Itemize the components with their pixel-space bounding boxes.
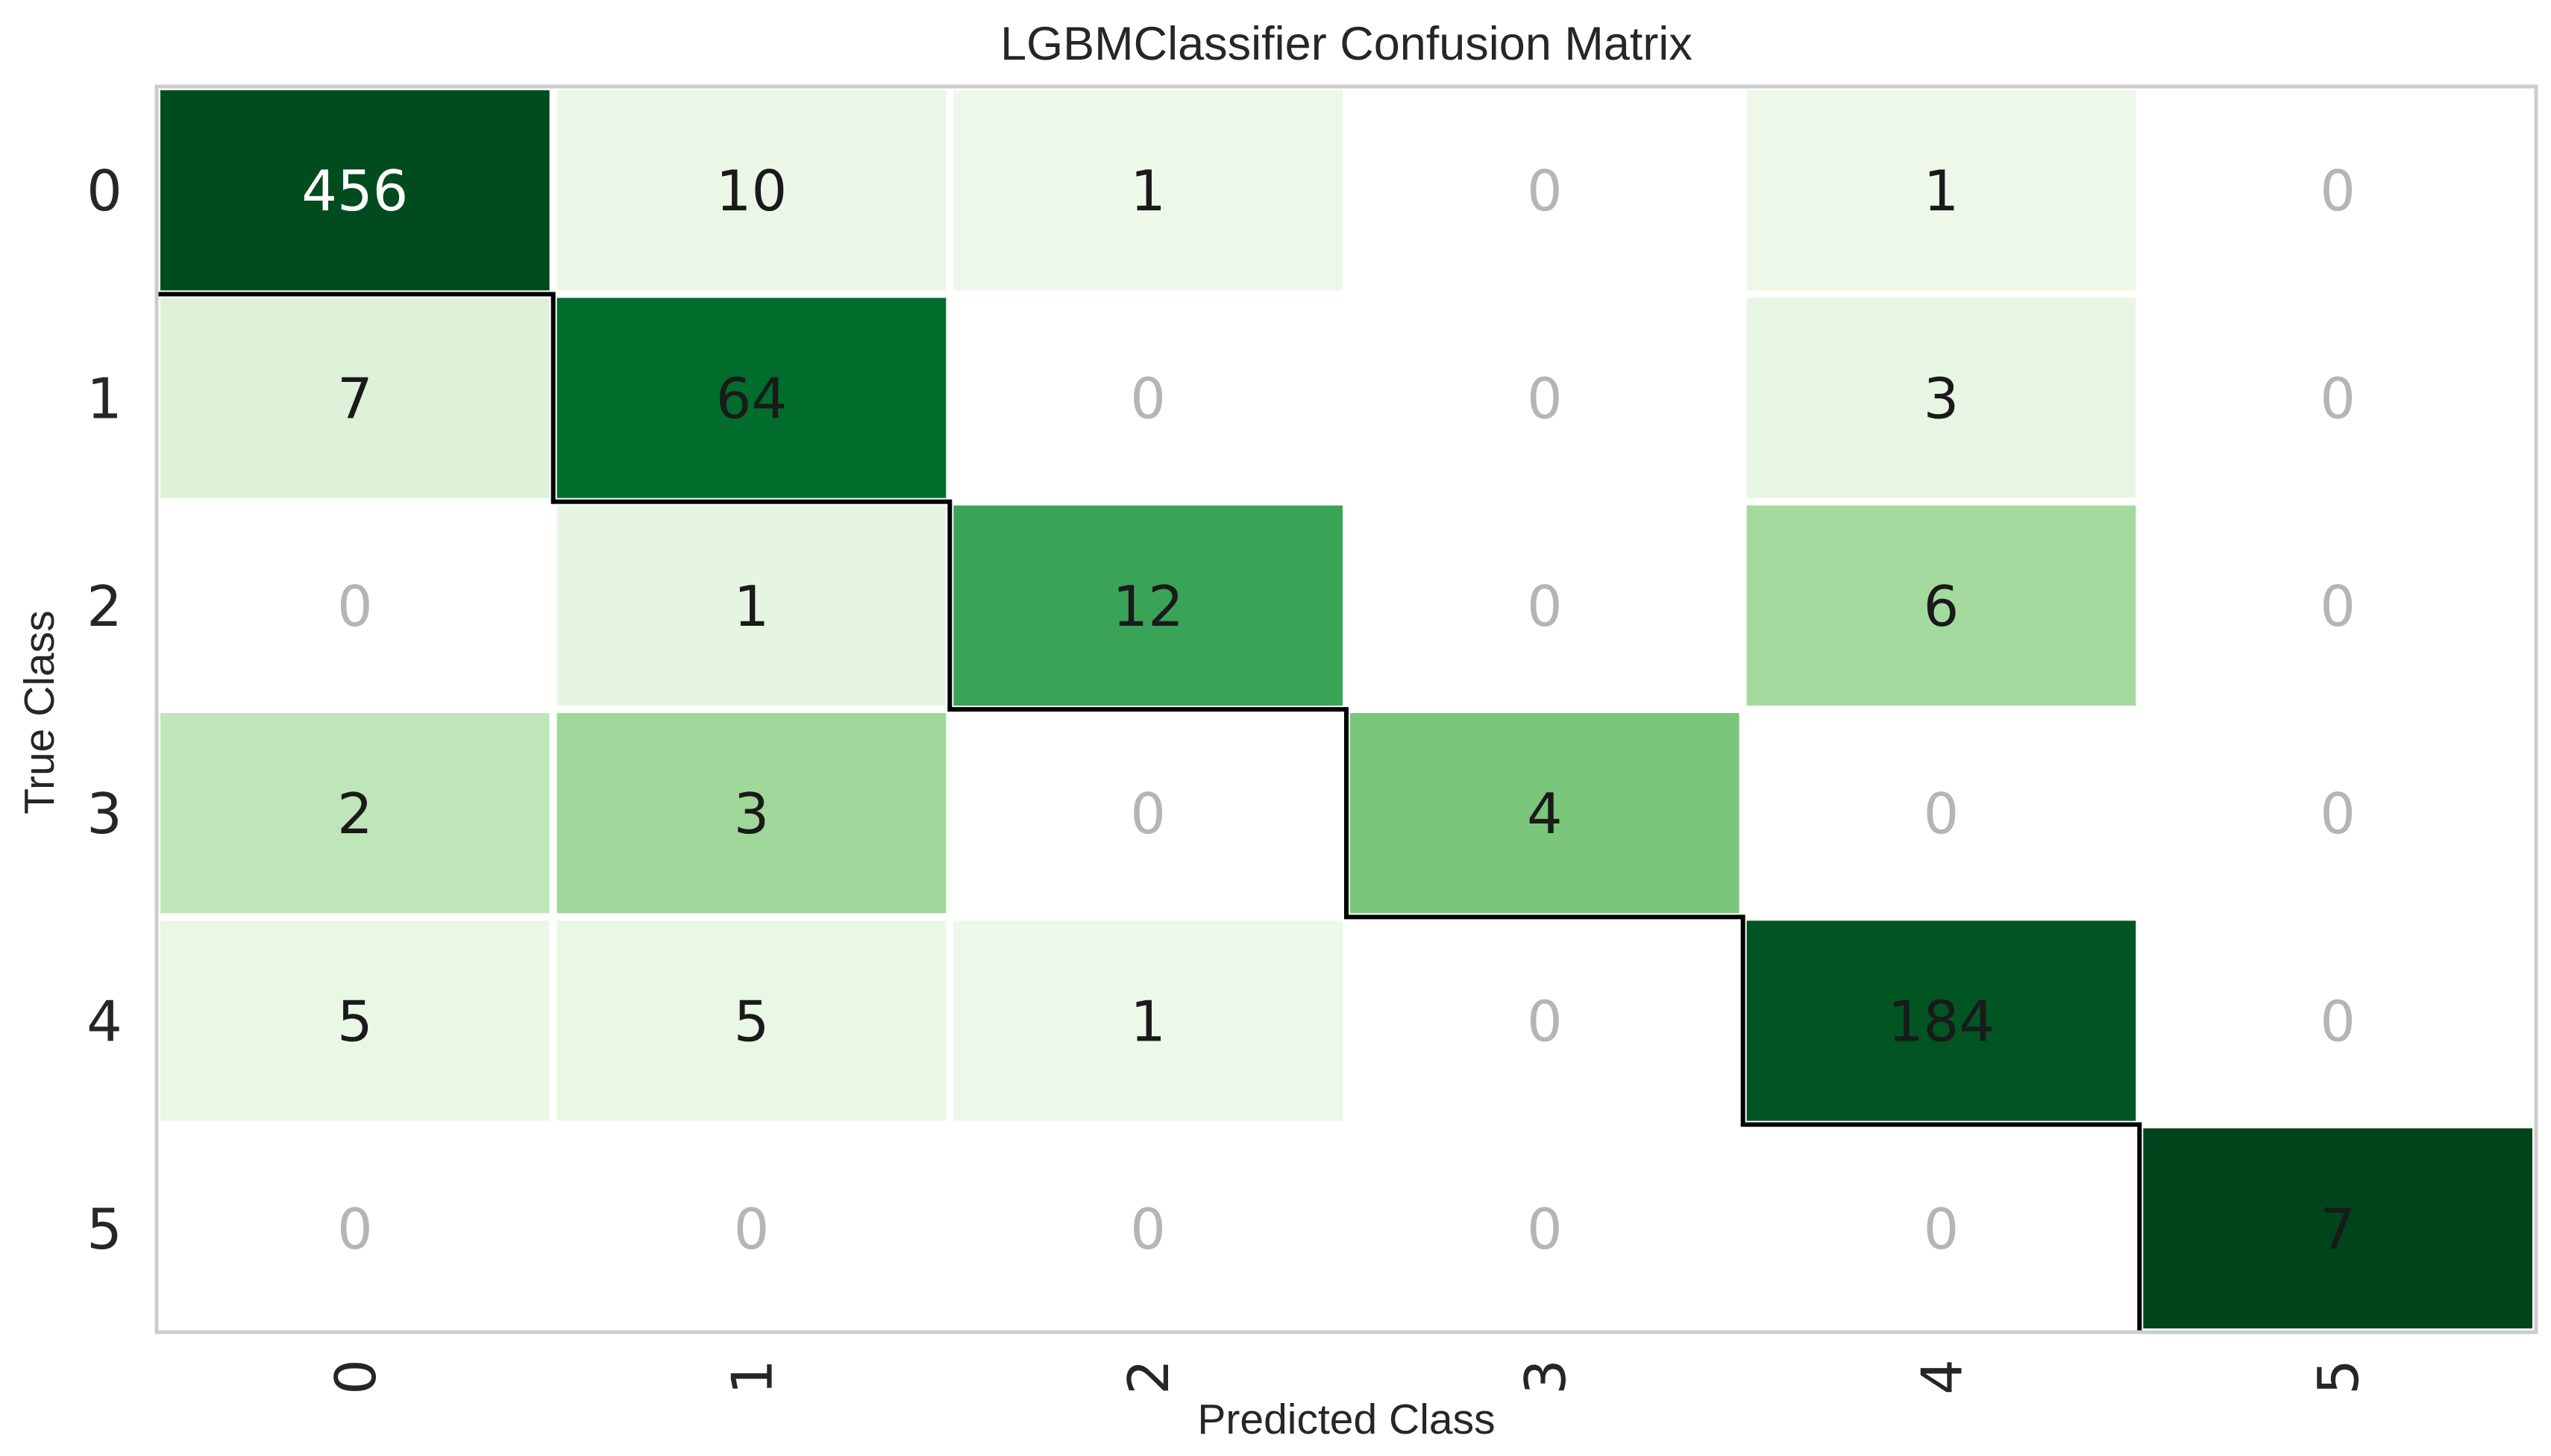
cell-value-r5-c5: 7 bbox=[2320, 1196, 2356, 1262]
heatmap-cells: 456 10 1 0 1 07 64 0 0 3 00 1 12 0 6 02 3 0 4 0 05 5 1 0 184 00 0 0… bbox=[160, 90, 2532, 1328]
cell-value-r4-c2: 1 bbox=[1130, 989, 1166, 1055]
heatmap-cell-r4-c1 bbox=[556, 920, 947, 1121]
heatmap-cell-r3-c0 bbox=[160, 713, 550, 914]
heatmap-cell-r3-c1 bbox=[556, 713, 947, 914]
cell-value-r3-c5: 0 bbox=[2320, 781, 2356, 847]
heatmap-cell-r0-c2 bbox=[953, 90, 1343, 291]
cell-value-r4-c1: 5 bbox=[734, 989, 770, 1055]
cell-value-r2-c3: 0 bbox=[1527, 574, 1563, 639]
cell-value-r3-c3: 4 bbox=[1527, 781, 1563, 847]
heatmap-cell-r0-c1 bbox=[556, 90, 947, 291]
cell-value-r3-c4: 0 bbox=[1924, 781, 1959, 847]
y-tick-label-2: 2 bbox=[87, 574, 122, 639]
heatmap-cell-r2-c2 bbox=[953, 505, 1343, 706]
cell-value-r4-c4: 184 bbox=[1888, 989, 1995, 1055]
x-tick-label-4: 4 bbox=[1910, 1359, 1975, 1395]
y-tick-label-3: 3 bbox=[87, 781, 122, 847]
cell-value-r0-c1: 10 bbox=[716, 158, 787, 224]
heatmap-cell-r2-c1 bbox=[556, 505, 947, 706]
diagonal-boundary bbox=[157, 292, 2142, 1332]
heatmap-cell-r4-c0 bbox=[160, 920, 550, 1121]
x-tick-label-1: 1 bbox=[720, 1359, 785, 1395]
y-tick-labels: 0 1 2 3 4 5 bbox=[87, 158, 122, 1262]
cell-value-r4-c0: 5 bbox=[337, 989, 373, 1055]
cell-value-r0-c4: 1 bbox=[1924, 158, 1959, 224]
x-tick-label-2: 2 bbox=[1116, 1359, 1182, 1395]
cell-value-r0-c5: 0 bbox=[2320, 158, 2356, 224]
y-tick-label-4: 4 bbox=[87, 989, 122, 1055]
x-tick-label-0: 0 bbox=[323, 1359, 389, 1395]
cell-value-r2-c4: 6 bbox=[1924, 574, 1959, 639]
heatmap-cell-r4-c4 bbox=[1746, 920, 2136, 1121]
cell-value-r1-c1: 64 bbox=[716, 366, 787, 432]
cell-value-r0-c2: 1 bbox=[1130, 158, 1166, 224]
cell-value-r1-c3: 0 bbox=[1527, 366, 1563, 432]
y-tick-label-5: 5 bbox=[87, 1196, 122, 1262]
heatmap-cell-r1-c4 bbox=[1746, 298, 2136, 498]
heatmap-cell-r2-c4 bbox=[1746, 505, 2136, 706]
y-tick-label-0: 0 bbox=[87, 158, 122, 224]
cell-value-r5-c1: 0 bbox=[734, 1196, 770, 1262]
cell-value-r4-c5: 0 bbox=[2320, 989, 2356, 1055]
cell-value-r2-c2: 12 bbox=[1112, 574, 1183, 639]
heatmap-cell-r3-c3 bbox=[1350, 713, 1739, 914]
cell-value-r1-c4: 3 bbox=[1924, 366, 1959, 432]
cell-value-r1-c0: 7 bbox=[337, 366, 373, 432]
diagonal-staircase-line bbox=[157, 292, 2142, 1332]
heatmap-cell-r1-c1 bbox=[556, 298, 947, 498]
cell-value-r5-c0: 0 bbox=[337, 1196, 373, 1262]
x-tick-label-3: 3 bbox=[1513, 1359, 1578, 1395]
cell-value-r3-c2: 0 bbox=[1130, 781, 1166, 847]
heatmap-cell-r0-c0 bbox=[160, 90, 550, 291]
cell-value-r0-c0: 456 bbox=[301, 158, 408, 224]
cell-value-r5-c3: 0 bbox=[1527, 1196, 1563, 1262]
plot-border bbox=[154, 84, 2538, 1334]
y-tick-label-1: 1 bbox=[87, 366, 122, 432]
cell-value-r1-c2: 0 bbox=[1130, 366, 1166, 432]
cell-value-r1-c5: 0 bbox=[2320, 366, 2356, 432]
x-tick-label-5: 5 bbox=[2306, 1359, 2371, 1395]
heatmap-cell-r0-c4 bbox=[1746, 90, 2136, 291]
chart-title: LGBMClassifier Confusion Matrix bbox=[1000, 18, 1692, 70]
y-axis-label: True Class bbox=[16, 610, 63, 814]
x-tick-labels: 0 1 2 3 4 5 bbox=[323, 1359, 2371, 1395]
cell-value-r3-c1: 3 bbox=[734, 781, 770, 847]
cell-value-r2-c0: 0 bbox=[337, 574, 373, 639]
heatmap-cell-r5-c5 bbox=[2143, 1128, 2532, 1328]
x-axis-label: Predicted Class bbox=[1197, 1396, 1495, 1443]
cell-value-r0-c3: 0 bbox=[1527, 158, 1563, 224]
heatmap-cell-r4-c2 bbox=[953, 920, 1343, 1121]
heatmap-cell-r1-c0 bbox=[160, 298, 550, 498]
cell-value-r2-c5: 0 bbox=[2320, 574, 2356, 639]
cell-value-r5-c4: 0 bbox=[1924, 1196, 1959, 1262]
cell-value-r4-c3: 0 bbox=[1527, 989, 1563, 1055]
cell-value-r2-c1: 1 bbox=[734, 574, 770, 639]
cell-value-r5-c2: 0 bbox=[1130, 1196, 1166, 1262]
cell-value-r3-c0: 2 bbox=[337, 781, 373, 847]
